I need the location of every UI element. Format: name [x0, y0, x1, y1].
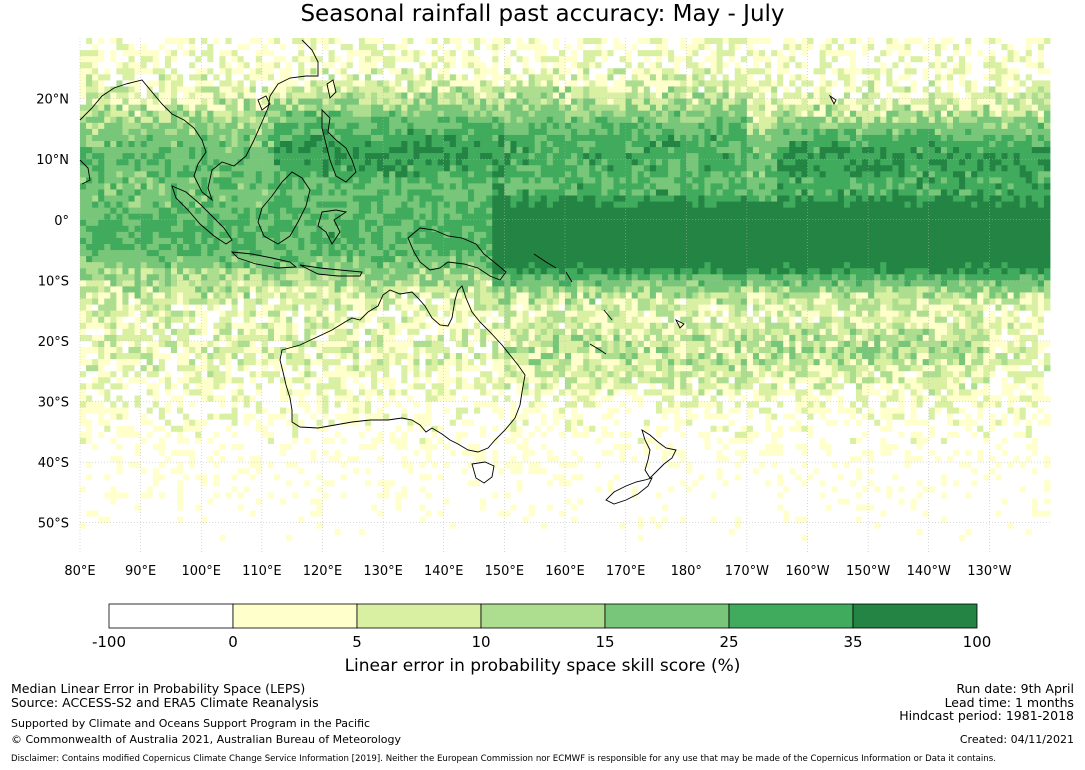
longitude-label: 120°E	[303, 564, 343, 579]
longitude-label: 170°E	[606, 564, 646, 579]
colorbar-swatch	[232, 603, 358, 629]
longitude-label: 90°E	[125, 564, 156, 579]
colorbar-tick-label: 0	[228, 633, 238, 650]
sulawesi-coastline	[317, 209, 348, 245]
colorbar-tick-label: 5	[352, 633, 362, 650]
run-date: Run date: 9th April	[956, 681, 1074, 696]
latitude-label: 10°S	[38, 274, 69, 289]
colorbar-tick-label: 35	[843, 633, 862, 650]
asia-mainland-coastline	[79, 39, 319, 202]
longitude-label: 140°W	[907, 564, 951, 579]
longitude-label: 130°E	[363, 564, 403, 579]
colorbar-swatch	[728, 603, 854, 629]
longitude-label: 180°	[671, 564, 702, 579]
nz-north-island-coastline	[641, 428, 677, 479]
tonga-coastline	[589, 343, 607, 355]
longitude-label: 110°E	[242, 564, 282, 579]
footer-copyright: © Commonwealth of Australia 2021, Austra…	[11, 733, 401, 746]
lead-time: Lead time: 1 months	[944, 695, 1074, 710]
colorbar-tick-label: 10	[471, 633, 490, 650]
colorbar: -100 0 5 10 15 25 35 100	[92, 603, 992, 650]
borneo-coastline	[257, 171, 311, 245]
hindcast-period: Hindcast period: 1981-2018	[899, 708, 1074, 723]
longitude-label: 160°E	[545, 564, 585, 579]
longitude-label: 100°E	[181, 564, 221, 579]
colorbar-tick-label: 25	[719, 633, 738, 650]
fiji-coastline	[674, 318, 685, 329]
rainfall-skill-map: 20°N 10°N 0° 10°S 20°S 30°S 40°S 50°S 80°E 90°E 1…	[36, 38, 1051, 579]
tasmania-coastline	[471, 461, 495, 484]
latitude-label: 20°S	[38, 335, 69, 350]
colorbar-tick-label: 15	[595, 633, 614, 650]
latitude-label: 30°S	[38, 396, 69, 411]
colorbar-swatch	[480, 603, 606, 629]
longitude-label: 150°W	[846, 564, 890, 579]
nz-south-island-coastline	[605, 477, 653, 505]
latitude-label: 20°N	[36, 93, 69, 108]
sri-lanka-coastline	[79, 159, 91, 185]
latitude-label: 0°	[54, 214, 69, 229]
skill-score-grid	[80, 38, 1051, 554]
footer-support: Supported by Climate and Oceans Support …	[11, 717, 371, 730]
colorbar-swatch	[852, 603, 978, 629]
java-coastline	[230, 251, 298, 269]
colorbar-swatch	[356, 603, 482, 629]
chart-title: Seasonal rainfall past accuracy: May - J…	[300, 1, 785, 27]
footer-method: Median Linear Error in Probability Space…	[11, 681, 306, 696]
coastlines	[79, 39, 837, 505]
new-caledonia-coastline	[603, 309, 613, 321]
longitude-label: 150°E	[485, 564, 525, 579]
longitude-label: 130°W	[967, 564, 1011, 579]
philippines-coastline	[321, 108, 357, 183]
latitude-label: 50°S	[38, 517, 69, 532]
lesser-sunda-coastline	[299, 264, 363, 277]
hawaii-coastline	[828, 94, 837, 106]
latitude-label: 10°N	[36, 153, 69, 168]
colorbar-swatch	[108, 603, 234, 629]
longitude-label: 80°E	[64, 564, 95, 579]
graticule	[79, 38, 1050, 553]
footer-source: Source: ACCESS-S2 and ERA5 Climate Reana…	[11, 695, 319, 710]
colorbar-label: Linear error in probability space skill …	[344, 656, 741, 676]
longitude-labels: 80°E 90°E 100°E 110°E 120°E 130°E 140°E 150°E 16…	[64, 564, 1011, 579]
hainan-coastline	[257, 95, 271, 111]
new-guinea-coastline	[407, 227, 507, 281]
sumatra-coastline	[171, 185, 233, 245]
disclaimer: Disclaimer: Contains modified Copernicus…	[11, 754, 996, 764]
taiwan-coastline	[326, 79, 337, 99]
latitude-labels: 20°N 10°N 0° 10°S 20°S 30°S 40°S 50°S	[36, 93, 69, 532]
solomon-islands-coastline	[533, 253, 557, 269]
longitude-label: 140°E	[424, 564, 464, 579]
colorbar-swatch	[604, 603, 730, 629]
latitude-label: 40°S	[38, 456, 69, 471]
colorbar-tick-label: -100	[92, 633, 126, 650]
vanuatu-coastline	[565, 271, 573, 283]
longitude-label: 160°W	[785, 564, 829, 579]
longitude-label: 170°W	[725, 564, 769, 579]
australia-coastline	[279, 285, 526, 453]
created-date: Created: 04/11/2021	[959, 733, 1074, 746]
colorbar-tick-label: 100	[963, 633, 992, 650]
